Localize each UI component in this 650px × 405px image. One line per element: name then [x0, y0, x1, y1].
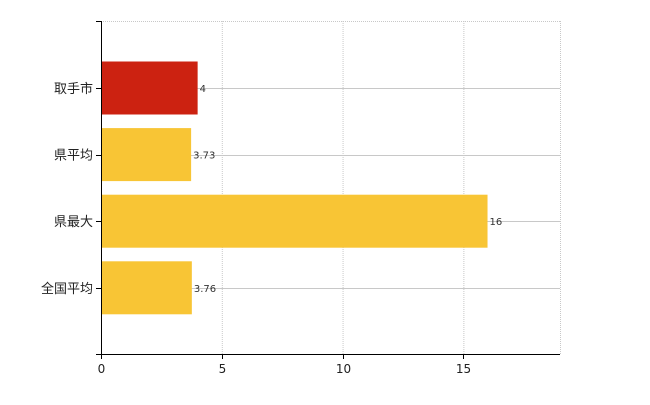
label-layer: 4 取手市 3.73 県平均 16 県最大 3.76 全国平均 0 5 10 15 [41, 81, 502, 376]
category-label: 県最大 [54, 215, 93, 230]
bar-value-label: 3.73 [193, 151, 215, 162]
bar [101, 128, 192, 182]
bar-value-label: 16 [490, 217, 503, 228]
axis-layer [96, 21, 560, 359]
bar [101, 61, 198, 115]
category-label: 県平均 [54, 149, 93, 164]
x-tick-label: 0 [98, 362, 106, 376]
bar [101, 261, 192, 315]
bar [101, 194, 488, 248]
bar-layer [101, 61, 488, 315]
category-label: 取手市 [54, 81, 93, 97]
x-tick-label: 5 [219, 362, 227, 376]
bar-value-label: 4 [200, 84, 206, 95]
x-tick-label: 10 [336, 362, 351, 376]
category-label: 全国平均 [41, 281, 93, 297]
x-tick-label: 15 [456, 362, 471, 376]
bar-value-label: 3.76 [194, 284, 216, 295]
